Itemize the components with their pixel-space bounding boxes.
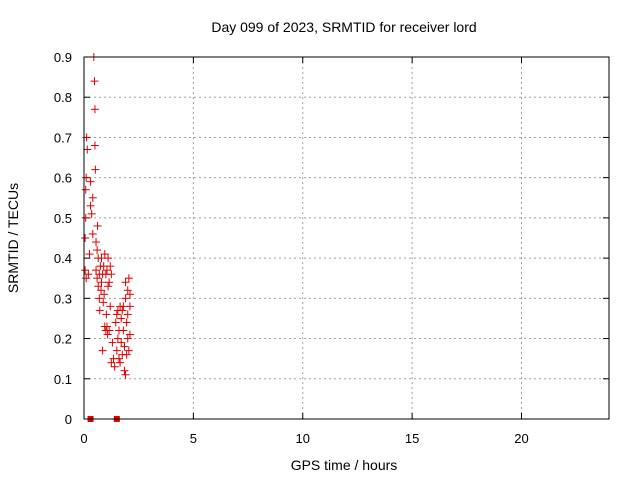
data-point: [111, 318, 120, 327]
y-tick-label: 0.8: [54, 90, 72, 105]
chart-title: Day 099 of 2023, SRMTID for receiver lor…: [211, 19, 476, 35]
x-tick-label: 5: [190, 431, 197, 446]
data-point: [105, 326, 114, 335]
data-point: [95, 294, 104, 303]
grid-lines: [84, 57, 609, 419]
data-point: [104, 254, 113, 263]
data-point: [107, 270, 116, 279]
data-point: [104, 282, 113, 291]
data-point: [84, 270, 93, 279]
data-points: [81, 53, 134, 422]
y-tick-label: 0.7: [54, 130, 72, 145]
data-point: [102, 322, 111, 331]
data-point: [120, 366, 129, 375]
data-point: [88, 193, 97, 202]
data-point: [124, 346, 133, 355]
y-tick-label: 0.2: [54, 332, 72, 347]
data-point: [120, 342, 129, 351]
data-point: [90, 77, 99, 86]
data-point: [83, 145, 92, 154]
data-point: [98, 346, 107, 355]
data-point: [97, 286, 106, 295]
data-point: [100, 290, 109, 299]
data-point: [81, 213, 90, 222]
data-point: [106, 262, 115, 271]
y-tick-label: 0.1: [54, 372, 72, 387]
data-point: [115, 354, 123, 363]
data-point: [112, 346, 121, 355]
data-point: [100, 250, 109, 259]
x-tick-label: 20: [514, 431, 528, 446]
data-point: [94, 282, 103, 291]
data-point: [82, 274, 91, 283]
data-point: [92, 238, 101, 247]
data-point: [90, 105, 99, 114]
plot-frame: [83, 56, 610, 420]
data-point: [117, 314, 126, 323]
data-point: [113, 334, 122, 343]
data-point: [110, 362, 119, 371]
data-point: [82, 173, 91, 182]
y-tick-label: 0: [65, 412, 72, 427]
data-point: [81, 234, 90, 242]
data-point: [116, 358, 125, 367]
data-point: [90, 141, 99, 150]
data-point: [112, 310, 121, 319]
y-tick-label: 0.9: [54, 50, 72, 65]
data-point: [86, 201, 95, 210]
data-point: [86, 177, 95, 186]
axis-ticks: 0 0.1 0.2 0.3 0.4 0.5 0.6 0.7 0.8 0.9 0 5 10 15 20: [54, 50, 609, 446]
data-point: [121, 278, 130, 287]
data-point: [122, 350, 131, 359]
y-axis-label: SRMTID / TECUs: [5, 183, 21, 293]
data-point: [123, 310, 132, 319]
x-axis-label: GPS time / hours: [291, 457, 398, 473]
data-point: [91, 165, 100, 174]
data-point: [121, 370, 130, 379]
y-tick-label: 0.5: [54, 211, 72, 226]
data-point: [123, 334, 132, 343]
y-tick-label: 0.3: [54, 291, 72, 306]
y-tick-label: 0.6: [54, 171, 72, 186]
data-point: [125, 302, 134, 311]
data-point: [125, 330, 134, 339]
data-point: [118, 306, 127, 315]
data-point: [97, 278, 106, 287]
data-point: [105, 278, 114, 287]
data-point: [117, 338, 126, 347]
data-point: [87, 209, 96, 218]
data-point: [93, 274, 102, 283]
data-point: [81, 185, 90, 194]
data-point: [124, 274, 133, 283]
data-point: [102, 266, 111, 275]
data-point: [123, 286, 132, 295]
y-tick-label: 0.4: [54, 251, 72, 266]
data-point: [81, 266, 90, 275]
data-point: [85, 250, 94, 259]
data-point: [119, 326, 128, 335]
data-point: [95, 306, 104, 315]
data-point: [122, 318, 131, 327]
x-tick-label: 10: [296, 431, 310, 446]
data-point: [102, 310, 111, 319]
data-point: [99, 298, 108, 307]
data-point: [125, 290, 134, 299]
data-point: [103, 330, 112, 339]
data-point: [108, 338, 117, 347]
x-tick-label: 15: [405, 431, 419, 446]
data-point: [121, 294, 130, 303]
data-point: [88, 229, 97, 238]
x-tick-label: 0: [80, 431, 87, 446]
data-point: [107, 358, 116, 367]
data-point: [106, 302, 115, 311]
data-point: [93, 221, 102, 230]
data-point: [92, 266, 101, 275]
data-point: [93, 246, 102, 255]
